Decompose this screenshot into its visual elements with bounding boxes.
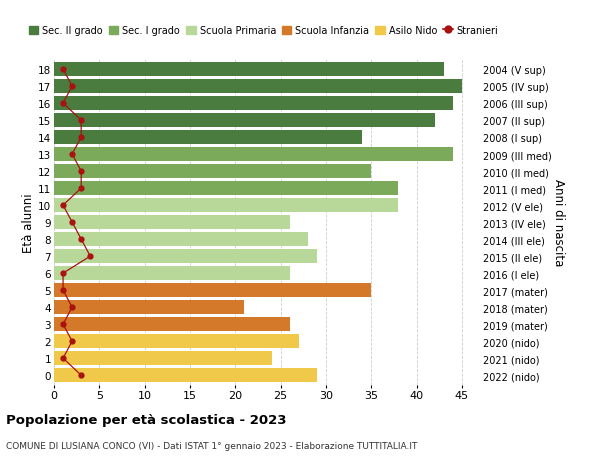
Bar — [54, 148, 453, 162]
Bar — [54, 165, 371, 179]
Bar — [54, 369, 317, 382]
Bar — [54, 301, 244, 314]
Bar — [54, 114, 434, 128]
Bar — [54, 284, 371, 297]
Text: COMUNE DI LUSIANA CONCO (VI) - Dati ISTAT 1° gennaio 2023 - Elaborazione TUTTITA: COMUNE DI LUSIANA CONCO (VI) - Dati ISTA… — [6, 441, 418, 450]
Bar — [54, 352, 272, 365]
Legend: Sec. II grado, Sec. I grado, Scuola Primaria, Scuola Infanzia, Asilo Nido, Stran: Sec. II grado, Sec. I grado, Scuola Prim… — [25, 22, 502, 40]
Bar — [54, 97, 453, 111]
Bar — [54, 63, 444, 77]
Bar — [54, 267, 290, 280]
Text: Popolazione per età scolastica - 2023: Popolazione per età scolastica - 2023 — [6, 413, 287, 426]
Bar — [54, 182, 398, 196]
Bar — [54, 216, 290, 230]
Bar — [54, 233, 308, 246]
Bar — [54, 199, 398, 213]
Y-axis label: Anni di nascita: Anni di nascita — [553, 179, 565, 266]
Y-axis label: Età alunni: Età alunni — [22, 193, 35, 252]
Bar — [54, 250, 317, 263]
Bar — [54, 131, 362, 145]
Bar — [54, 80, 462, 94]
Bar — [54, 335, 299, 348]
Bar — [54, 318, 290, 331]
